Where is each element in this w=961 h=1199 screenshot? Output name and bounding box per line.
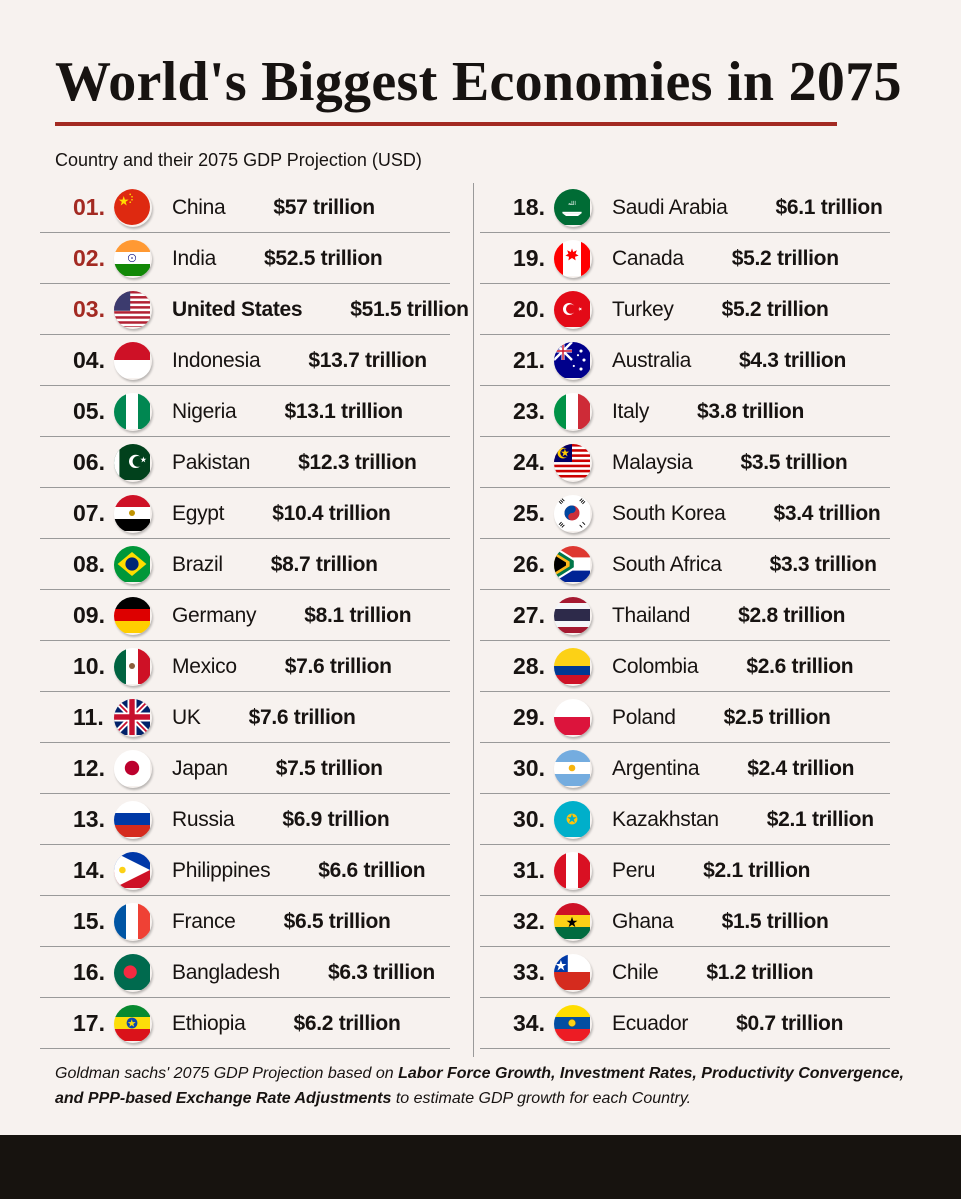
svg-text:الله: الله [568,201,576,207]
